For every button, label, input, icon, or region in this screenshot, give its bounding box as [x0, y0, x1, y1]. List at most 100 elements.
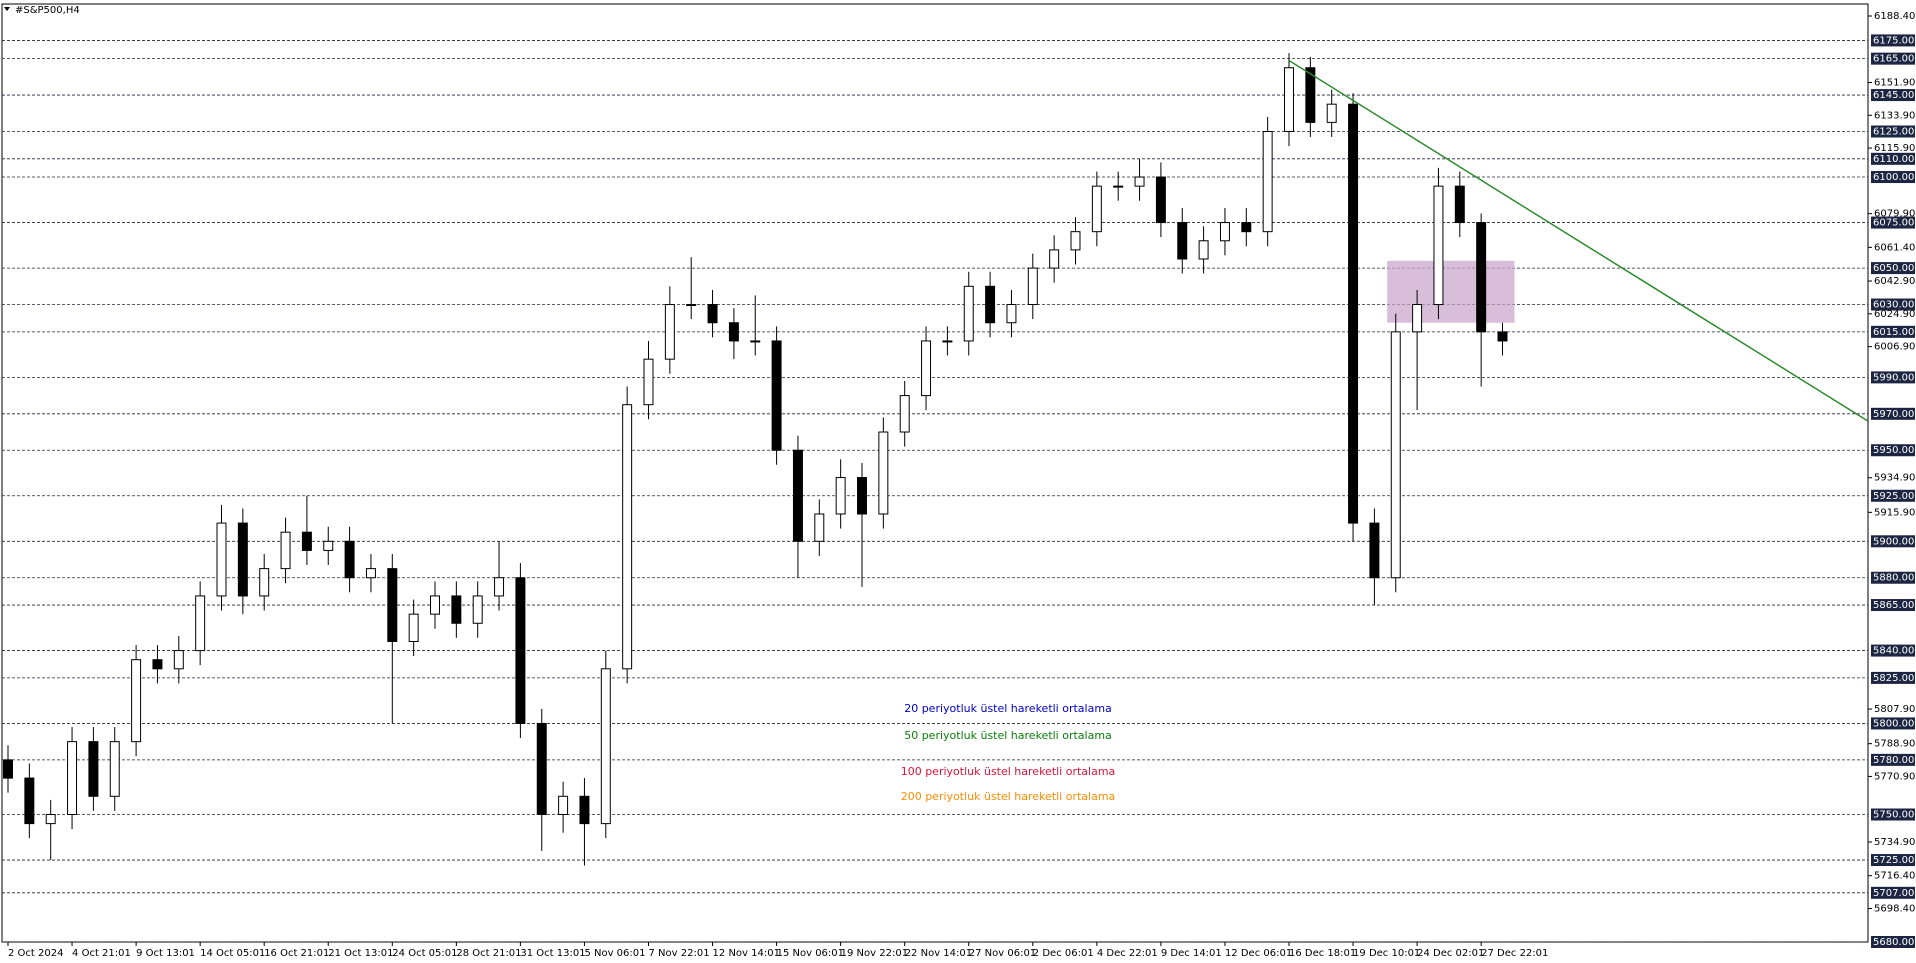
candle-body [792, 449, 803, 542]
y-tick-label: 6024.90 [1874, 309, 1915, 320]
level-label-box [1871, 152, 1915, 165]
level-label: 6100.00 [1873, 172, 1914, 183]
candle-body [1070, 231, 1081, 251]
level-label: 5750.00 [1873, 810, 1914, 821]
level-label-box [1871, 216, 1915, 229]
y-tick-label: 6188.40 [1874, 11, 1915, 22]
level-label-box [1871, 89, 1915, 102]
x-tick-label: 9 Dec 14:01 [1161, 948, 1222, 959]
candle-body [1284, 67, 1294, 132]
candle-body [1369, 522, 1380, 579]
candle-body [109, 741, 120, 797]
level-label: 5680.00 [1873, 937, 1914, 948]
level-label: 5900.00 [1873, 536, 1914, 547]
x-tick-label: 5 Nov 06:01 [584, 948, 645, 959]
candle-body [387, 568, 398, 642]
candle-body [1262, 130, 1273, 233]
candle-body [1049, 249, 1060, 269]
x-tick-label: 24 Oct 05:01 [392, 948, 457, 959]
level-label-box [1871, 886, 1915, 899]
y-tick-label: 5770.90 [1874, 771, 1915, 782]
x-tick-label: 27 Nov 06:01 [969, 948, 1036, 959]
level-label: 5825.00 [1873, 673, 1914, 684]
candle-body [515, 577, 526, 724]
candle-body [430, 595, 440, 615]
candle-body [1091, 185, 1102, 233]
x-tick-label: 16 Dec 18:01 [1289, 948, 1356, 959]
x-tick-label: 16 Oct 21:01 [264, 948, 329, 959]
candle-body [451, 595, 462, 624]
candle-body [536, 722, 547, 816]
level-label-box [1871, 854, 1915, 867]
x-tick-label: 7 Nov 22:01 [649, 948, 710, 959]
level-label: 6075.00 [1873, 218, 1914, 229]
y-tick-label: 6061.40 [1874, 242, 1915, 253]
level-label-box [1871, 407, 1915, 420]
candle-body [835, 477, 846, 515]
candle-body [3, 759, 13, 779]
level-label: 6125.00 [1873, 126, 1914, 137]
level-label: 6175.00 [1873, 35, 1914, 46]
x-tick-label: 4 Dec 22:01 [1097, 948, 1158, 959]
candle-body [750, 340, 761, 343]
plot-area [2, 40, 1868, 942]
candle-body [963, 285, 974, 342]
level-label: 5865.00 [1873, 600, 1914, 611]
candle-body [301, 531, 312, 551]
candle-body [1027, 267, 1038, 306]
x-tick-label: 12 Nov 14:01 [713, 948, 780, 959]
candle-body [707, 304, 718, 324]
x-tick-label: 4 Oct 21:01 [72, 948, 131, 959]
menu-arrow[interactable] [4, 7, 10, 11]
x-tick-label: 27 Dec 22:01 [1481, 948, 1548, 959]
y-tick-label: 5734.90 [1874, 837, 1915, 848]
level-label-box [1871, 671, 1915, 684]
candle-body [558, 795, 569, 816]
zone [1387, 260, 1515, 323]
axes: 6188.40 6151.90 6133.90 6115.90 6079.90 6061.… [7, 11, 1915, 959]
candle-body [67, 741, 78, 816]
x-tick-label: 9 Oct 13:01 [136, 948, 195, 959]
candle-body [1348, 103, 1359, 524]
candle-body [280, 531, 291, 570]
candle-body [1476, 222, 1487, 333]
trendline [1288, 59, 1868, 422]
level-label: 6145.00 [1873, 90, 1914, 101]
candle-body [131, 659, 142, 743]
level-label: 5800.00 [1873, 718, 1914, 729]
legend-entry: 50 periyotluk üstel hareketli ortalama [904, 729, 1112, 742]
candle-body [1177, 222, 1188, 260]
x-tick-label: 22 Nov 14:01 [905, 948, 972, 959]
level-label-box [1871, 808, 1915, 821]
candle-body [899, 395, 910, 433]
candle-body [942, 340, 953, 343]
x-tick-label: 31 Oct 13:01 [520, 948, 585, 959]
level-label: 6050.00 [1873, 263, 1914, 274]
level-label: 5970.00 [1873, 409, 1914, 420]
candle-body [45, 814, 56, 825]
y-tick-label: 5934.90 [1874, 473, 1915, 484]
plot-frame [1, 3, 1869, 943]
candle-body [1134, 176, 1145, 187]
candle-body [323, 540, 334, 551]
level-label: 6110.00 [1873, 154, 1914, 165]
level-label-box [1871, 34, 1915, 47]
x-tick-label: 24 Dec 02:01 [1417, 948, 1484, 959]
level-label-box [1871, 171, 1915, 184]
candle-body [24, 777, 35, 825]
level-label-box [1871, 325, 1915, 338]
candle-body [728, 322, 739, 342]
level-label: 5925.00 [1873, 491, 1914, 502]
x-tick-label: 2 Dec 06:01 [1033, 948, 1094, 959]
candle-body [195, 595, 206, 652]
x-tick-label: 19 Dec 10:01 [1353, 948, 1420, 959]
y-tick-label: 6042.90 [1874, 276, 1915, 287]
level-label: 5780.00 [1873, 755, 1914, 766]
x-tick-label: 19 Nov 22:01 [841, 948, 908, 959]
candle-body [857, 477, 867, 515]
level-label: 5990.00 [1873, 372, 1914, 383]
candle-body [1113, 185, 1124, 188]
candle-body [344, 540, 355, 579]
candle-body [1198, 240, 1209, 260]
